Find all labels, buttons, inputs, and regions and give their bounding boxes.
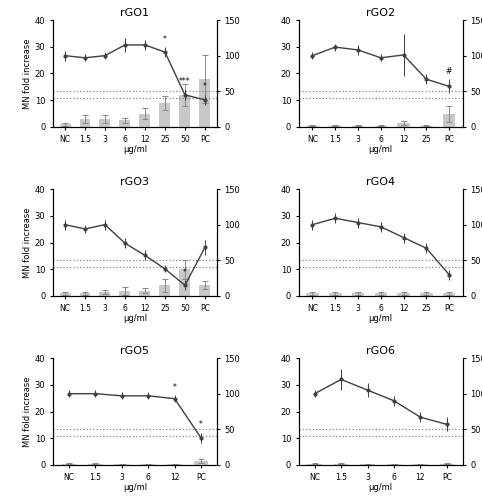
X-axis label: μg/ml: μg/ml: [369, 483, 393, 492]
Bar: [352, 126, 364, 127]
Title: rGO4: rGO4: [366, 177, 395, 187]
X-axis label: μg/ml: μg/ml: [369, 314, 393, 323]
Bar: [99, 119, 110, 127]
Text: *: *: [203, 82, 207, 92]
Bar: [329, 126, 342, 127]
Y-axis label: MN fold increase: MN fold increase: [23, 207, 32, 278]
Y-axis label: MN fold increase: MN fold increase: [23, 376, 32, 447]
Bar: [200, 286, 211, 296]
Title: rGO2: rGO2: [366, 8, 395, 18]
X-axis label: μg/ml: μg/ml: [123, 483, 147, 492]
Bar: [160, 286, 171, 296]
Bar: [308, 464, 322, 465]
Bar: [120, 290, 131, 296]
Bar: [179, 95, 190, 127]
Title: rGO6: rGO6: [366, 346, 395, 356]
Bar: [80, 294, 91, 296]
Bar: [443, 114, 455, 127]
Bar: [179, 269, 190, 296]
Bar: [80, 119, 91, 127]
Bar: [141, 464, 155, 465]
Bar: [160, 103, 171, 127]
X-axis label: μg/ml: μg/ml: [123, 314, 147, 323]
Bar: [167, 464, 182, 465]
Bar: [352, 294, 364, 296]
Bar: [375, 126, 387, 127]
Bar: [306, 294, 319, 296]
Bar: [306, 126, 319, 127]
Bar: [413, 464, 428, 465]
X-axis label: μg/ml: μg/ml: [369, 145, 393, 154]
Bar: [62, 464, 76, 465]
Text: *: *: [199, 420, 203, 430]
Bar: [420, 126, 432, 127]
Bar: [59, 294, 70, 296]
Bar: [387, 464, 402, 465]
Bar: [375, 294, 387, 296]
Bar: [99, 292, 110, 296]
Bar: [88, 464, 103, 465]
Bar: [361, 464, 375, 465]
Bar: [397, 294, 410, 296]
Bar: [329, 294, 342, 296]
Title: rGO5: rGO5: [120, 346, 149, 356]
Text: *: *: [183, 268, 187, 276]
Bar: [120, 120, 131, 127]
Bar: [59, 124, 70, 127]
Text: #: #: [446, 66, 452, 76]
Text: *: *: [173, 382, 176, 392]
Bar: [139, 114, 150, 127]
Y-axis label: MN fold increase: MN fold increase: [23, 38, 32, 108]
Bar: [139, 290, 150, 296]
Bar: [115, 464, 129, 465]
Bar: [397, 123, 410, 127]
Title: rGO3: rGO3: [120, 177, 149, 187]
Title: rGO1: rGO1: [120, 8, 149, 18]
Bar: [194, 461, 208, 465]
Bar: [200, 79, 211, 127]
X-axis label: μg/ml: μg/ml: [123, 145, 147, 154]
Bar: [443, 294, 455, 296]
Text: *: *: [163, 34, 167, 43]
Bar: [334, 464, 348, 465]
Bar: [440, 464, 454, 465]
Bar: [420, 294, 432, 296]
Text: ***: ***: [179, 78, 191, 86]
